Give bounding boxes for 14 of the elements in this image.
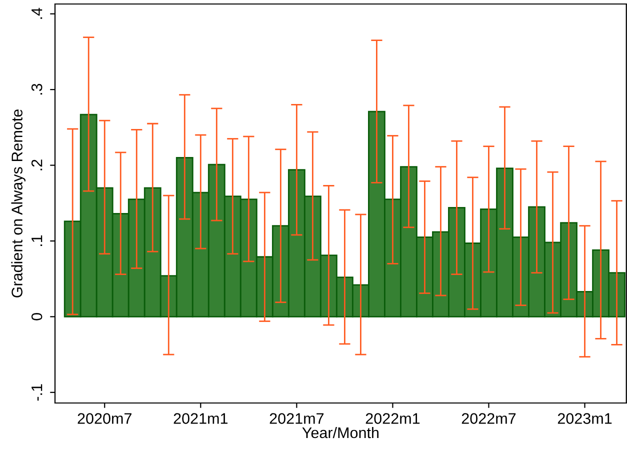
x-axis-title: Year/Month [302,426,378,438]
y-axis-title: Gradient on Always Remote [11,109,26,298]
y-tick-label: 0 [31,313,42,320]
y-tick-label: .1 [32,235,42,246]
x-tick-label: 2020m7 [78,413,132,424]
y-tick-label: .3 [31,84,42,95]
x-tick-label: 2023m1 [558,413,612,424]
y-tick-label: -.1 [32,384,42,401]
x-tick-label: 2022m1 [366,413,420,424]
x-tick-label: 2021m7 [270,413,324,424]
x-tick-label: 2021m1 [174,413,228,424]
x-tick-label: 2022m7 [462,413,516,424]
y-tick-label: .2 [31,160,42,170]
y-tick-label: .4 [32,8,42,19]
